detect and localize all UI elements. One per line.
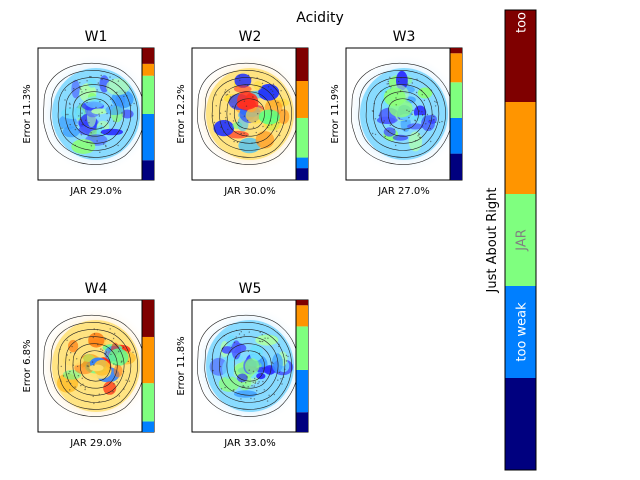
panel-3: W3 JAR 27.0% Error 11.9% bbox=[330, 29, 463, 197]
profile-segment-2 bbox=[142, 114, 154, 161]
profile-segment-2 bbox=[142, 421, 154, 432]
density-heatmap bbox=[38, 306, 154, 426]
density-heatmap bbox=[192, 54, 308, 174]
panel-ylabel: Error 11.3% bbox=[22, 84, 33, 143]
contour-lines bbox=[43, 315, 145, 417]
profile-segment-5 bbox=[142, 48, 154, 64]
colorbar-frame bbox=[504, 9, 537, 471]
panel-2: W2 JAR 30.0% Error 12.2% bbox=[176, 29, 309, 197]
colorbar-tick-label: too weak bbox=[515, 302, 530, 362]
panel-title: W4 bbox=[85, 281, 108, 297]
profile-strip bbox=[141, 48, 154, 180]
colorbar-segment-3 bbox=[505, 194, 536, 286]
profile-strip bbox=[141, 300, 154, 432]
panel-ylabel: Error 6.8% bbox=[22, 340, 33, 393]
figure-title: Acidity bbox=[296, 10, 343, 26]
profile-segment-5 bbox=[296, 300, 308, 306]
profile-strip bbox=[295, 300, 308, 432]
panel-ylabel: Error 11.8% bbox=[176, 336, 187, 395]
profile-segment-3 bbox=[296, 117, 308, 158]
panel-xlabel: JAR 30.0% bbox=[223, 186, 276, 197]
profile-segment-5 bbox=[142, 300, 154, 337]
profile-segment-5 bbox=[450, 48, 462, 54]
colorbar-tick-label: JAR bbox=[515, 229, 530, 252]
profile-segment-1 bbox=[142, 160, 154, 180]
panel-title: W3 bbox=[393, 29, 416, 45]
contour-lines bbox=[351, 63, 453, 165]
profile-segment-5 bbox=[296, 48, 308, 81]
colorbar: too weak JAR too Just About Right bbox=[485, 9, 537, 471]
profile-segment-4 bbox=[296, 305, 308, 327]
profile-strip bbox=[449, 48, 462, 180]
profile-segment-4 bbox=[142, 336, 154, 384]
panel-5: W5 JAR 33.0% Error 11.8% bbox=[176, 281, 309, 449]
contour-lines bbox=[197, 315, 299, 417]
panels: W1 JAR 29.0% Error 11.3% W2 JAR 30.0% Error 1… bbox=[22, 29, 463, 449]
profile-segment-4 bbox=[142, 63, 154, 76]
contour-lines bbox=[197, 63, 299, 165]
panel-xlabel: JAR 33.0% bbox=[223, 438, 276, 449]
profile-segment-2 bbox=[450, 117, 462, 154]
contour-lines bbox=[43, 63, 145, 165]
profile-segment-3 bbox=[142, 75, 154, 114]
profile-segment-1 bbox=[450, 153, 462, 180]
panel-1: W1 JAR 29.0% Error 11.3% bbox=[22, 29, 155, 197]
colorbar-segment-1 bbox=[505, 378, 536, 470]
profile-segment-2 bbox=[296, 157, 308, 169]
colorbar-segment-2 bbox=[505, 286, 536, 378]
profile-segment-3 bbox=[142, 383, 154, 422]
profile-segment-4 bbox=[450, 53, 462, 83]
panel-ylabel: Error 11.9% bbox=[330, 84, 341, 143]
density-heatmap bbox=[192, 306, 308, 426]
density-heatmap bbox=[346, 54, 462, 174]
colorbar-segment-5 bbox=[505, 10, 536, 102]
panel-xlabel: JAR 29.0% bbox=[69, 438, 122, 449]
colorbar-segment-4 bbox=[505, 102, 536, 194]
panel-title: W1 bbox=[85, 29, 108, 45]
colorbar-tick-label: too bbox=[515, 12, 530, 33]
profile-segment-4 bbox=[296, 81, 308, 118]
colorbar-label: Just About Right bbox=[485, 188, 500, 294]
density-heatmap bbox=[38, 54, 154, 174]
panel-title: W5 bbox=[239, 281, 262, 297]
profile-segment-1 bbox=[296, 412, 308, 432]
panel-4: W4 JAR 29.0% Error 6.8% bbox=[22, 281, 155, 449]
panel-xlabel: JAR 27.0% bbox=[377, 186, 430, 197]
profile-segment-2 bbox=[296, 369, 308, 413]
panel-ylabel: Error 12.2% bbox=[176, 84, 187, 143]
panel-xlabel: JAR 29.0% bbox=[69, 186, 122, 197]
profile-segment-3 bbox=[296, 326, 308, 370]
profile-segment-1 bbox=[296, 168, 308, 180]
profile-segment-3 bbox=[450, 82, 462, 118]
profile-strip bbox=[295, 48, 308, 180]
panel-title: W2 bbox=[239, 29, 262, 45]
